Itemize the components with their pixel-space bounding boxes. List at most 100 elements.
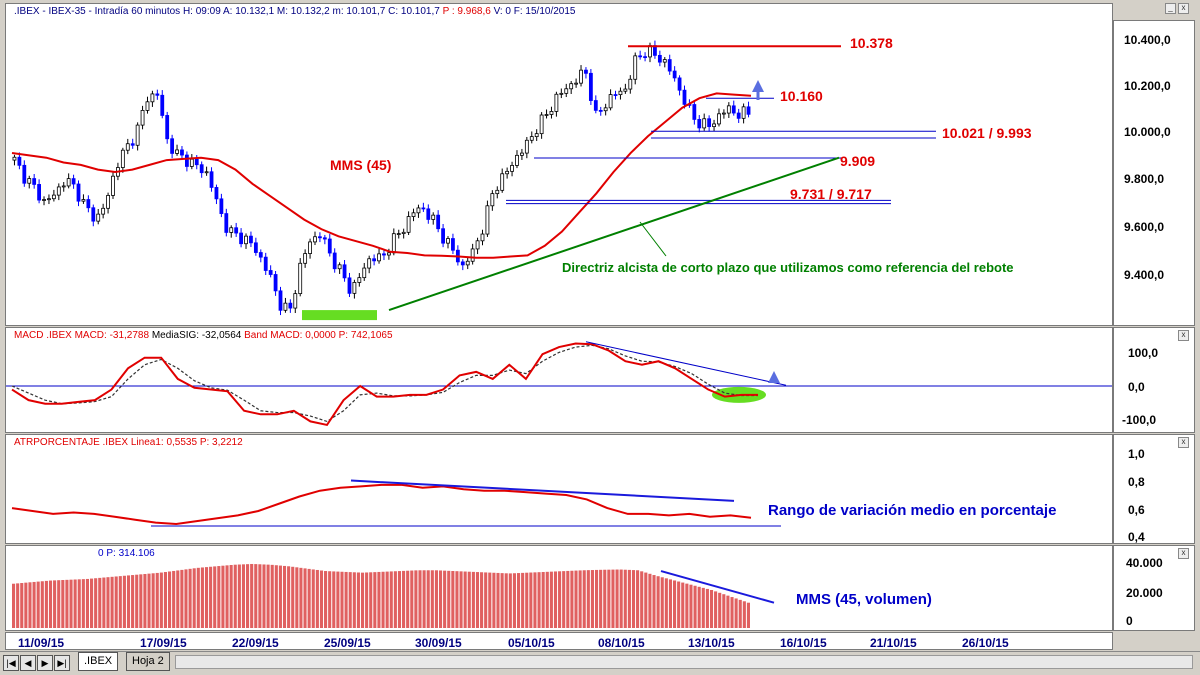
candle-body (106, 195, 110, 209)
x-tick-label: 30/09/15 (415, 636, 462, 650)
volume-bar (118, 576, 122, 628)
tab-hoja-2[interactable]: Hoja 2 (126, 652, 170, 671)
candle-body (726, 105, 731, 114)
volume-bar (369, 572, 373, 628)
atr-close-button[interactable]: x (1178, 437, 1189, 448)
volume-bar (689, 584, 693, 628)
horizontal-scrollbar[interactable] (175, 655, 1193, 669)
candle-body (677, 77, 682, 91)
candle-body (219, 198, 224, 214)
annotation-volume: MMS (45, volumen) (796, 591, 932, 608)
volume-bar (447, 570, 451, 628)
candle-body (490, 193, 495, 207)
volume-bar (607, 569, 611, 628)
volume-bar (529, 572, 533, 628)
volume-bar (77, 579, 81, 628)
x-tick-label: 22/09/15 (232, 636, 279, 650)
candle-body (470, 248, 475, 262)
last-sheet-button[interactable]: ▶| (54, 655, 70, 671)
candle-body (224, 213, 229, 233)
volume-bar (508, 573, 512, 628)
volume-bar (196, 567, 200, 628)
macd-signal-line (11, 344, 758, 423)
volume-bar (500, 573, 504, 628)
panel-minimize-button[interactable]: _ (1165, 3, 1176, 14)
volume-bar (287, 566, 291, 628)
trendline-callout (639, 221, 667, 257)
atr-tick-label: 0,8 (1128, 475, 1145, 489)
candle-body (140, 110, 145, 126)
candle-body (426, 208, 431, 220)
first-sheet-button[interactable]: |◀ (3, 655, 19, 671)
volume-bar (640, 571, 644, 628)
next-sheet-button[interactable]: ▶ (37, 655, 53, 671)
candle-body (22, 164, 27, 184)
annotation-support-2: 9.909 (840, 153, 876, 169)
volume-bar (677, 581, 681, 628)
candle-body (741, 106, 746, 119)
volume-bar (685, 583, 689, 628)
candle-body (199, 164, 204, 174)
prev-sheet-button[interactable]: ◀ (20, 655, 36, 671)
candle-body (598, 109, 603, 112)
candle-body (707, 118, 712, 128)
candle-body (184, 154, 189, 167)
volume-bar (566, 570, 570, 628)
volume-bar (516, 573, 521, 628)
x-tick-label: 11/09/15 (18, 636, 65, 650)
candle-body (736, 112, 741, 119)
volume-bar (69, 579, 73, 628)
volume-bar (438, 570, 443, 628)
candle-body (268, 270, 273, 275)
volume-bar (229, 564, 233, 628)
candle-body (229, 227, 234, 233)
volume-bar (61, 580, 65, 628)
macd-panel: MACD .IBEX MACD: -31,2788 MediaSIG: -32,… (5, 327, 1113, 433)
volume-bar (303, 568, 307, 628)
atr-axis (1113, 434, 1195, 544)
candle-body (150, 93, 155, 103)
volume-bar (188, 568, 192, 628)
volume-bar (328, 571, 332, 628)
candle-body (421, 207, 426, 210)
candle-body (258, 252, 263, 258)
volume-bar (139, 574, 143, 628)
mms45-line (11, 92, 752, 259)
volume-bar (373, 572, 377, 628)
volume-bar (430, 570, 434, 628)
candle-body (101, 207, 106, 215)
volume-bar (742, 601, 746, 628)
candle-body (564, 88, 569, 94)
volume-bar (356, 572, 360, 628)
volume-bar (558, 571, 562, 628)
volume-bar (730, 597, 734, 628)
volume-bar (545, 571, 549, 628)
candle-body (520, 152, 524, 156)
candle-body (401, 231, 406, 234)
volume-bar (20, 583, 24, 628)
volume-bar (143, 573, 147, 628)
candle-body (657, 54, 662, 63)
candle-body (155, 93, 160, 96)
volume-tick-label: 20.000 (1126, 586, 1163, 600)
candle-body (505, 170, 510, 175)
macd-close-button[interactable]: x (1178, 330, 1189, 341)
candle-body (495, 189, 500, 195)
tab-ibex[interactable]: .IBEX (78, 652, 119, 671)
candle-body (288, 302, 293, 309)
x-tick-label: 26/10/15 (962, 636, 1009, 650)
candle-body (416, 207, 421, 214)
candle-body (618, 90, 623, 96)
annotation-trendline: Directriz alcista de corto plazo que uti… (562, 260, 1014, 275)
candle-body (362, 267, 367, 279)
volume-bar (705, 588, 709, 628)
volume-bar (389, 571, 393, 628)
volume-bar (664, 578, 668, 628)
volume-bar (402, 570, 406, 628)
panel-close-button[interactable]: x (1178, 3, 1189, 14)
candle-body (539, 114, 544, 135)
volume-close-button[interactable]: x (1178, 548, 1189, 559)
candle-body (244, 235, 248, 245)
volume-bar (541, 571, 545, 628)
volume-bar (311, 569, 315, 628)
